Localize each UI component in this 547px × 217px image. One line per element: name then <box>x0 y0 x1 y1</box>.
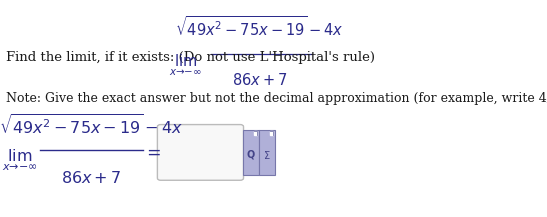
FancyBboxPatch shape <box>259 130 275 175</box>
Text: $\mathbf{Q}$: $\mathbf{Q}$ <box>246 148 256 161</box>
Text: $\sqrt{49x^2 - 75x - 19} - 4x$: $\sqrt{49x^2 - 75x - 19} - 4x$ <box>176 15 344 39</box>
FancyBboxPatch shape <box>243 130 259 175</box>
Text: $=$: $=$ <box>143 144 161 161</box>
Text: $\lim_{x \to -\infty}$: $\lim_{x \to -\infty}$ <box>2 147 38 173</box>
Text: Find the limit, if it exists: (Do not use L'Hospital's rule): Find the limit, if it exists: (Do not us… <box>5 51 375 64</box>
Text: $86x + 7$: $86x + 7$ <box>232 72 287 88</box>
Text: $86x + 7$: $86x + 7$ <box>61 170 121 187</box>
Polygon shape <box>270 131 274 135</box>
FancyBboxPatch shape <box>158 125 243 180</box>
Text: $\lim_{x \to -\infty}$: $\lim_{x \to -\infty}$ <box>169 53 202 78</box>
Text: $\Sigma$: $\Sigma$ <box>263 149 271 161</box>
Text: Note: Give the exact answer but not the decimal approximation (for example, writ: Note: Give the exact answer but not the … <box>5 92 547 105</box>
Polygon shape <box>254 131 258 135</box>
Text: $\sqrt{49x^2 - 75x - 19} - 4x$: $\sqrt{49x^2 - 75x - 19} - 4x$ <box>0 114 183 138</box>
